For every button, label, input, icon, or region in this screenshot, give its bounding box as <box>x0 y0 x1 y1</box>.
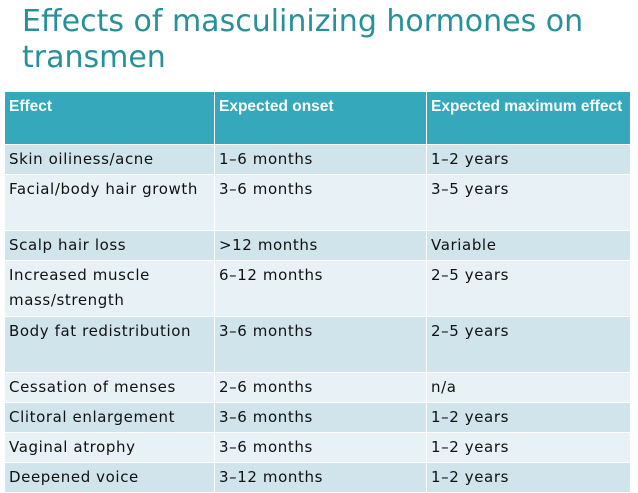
maximum-effect-cell: 1–2 years <box>426 402 631 433</box>
table-row: Facial/body hair growth 3–6 months 3–5 y… <box>4 174 631 231</box>
onset-cell: 3–6 months <box>214 174 427 231</box>
table-row: Cessation of menses 2–6 months n/a <box>4 372 631 403</box>
table-row: Clitoral enlargement 3–6 months 1–2 year… <box>4 402 631 433</box>
column-header-effect: Effect <box>4 91 215 145</box>
maximum-effect-cell: Variable <box>426 230 631 261</box>
effect-cell: Facial/body hair growth <box>4 174 215 231</box>
maximum-effect-cell: 1–2 years <box>426 144 631 175</box>
table-header-row: Effect Expected onset Expected maximum e… <box>4 91 631 145</box>
effect-cell: Cessation of menses <box>4 372 215 403</box>
table-row: Scalp hair loss >12 months Variable <box>4 230 631 261</box>
table-row: Body fat redistribution 3–6 months 2–5 y… <box>4 316 631 373</box>
table-row: Deepened voice 3–12 months 1–2 years <box>4 462 631 493</box>
maximum-effect-cell: 2–5 years <box>426 260 631 317</box>
maximum-effect-cell: 3–5 years <box>426 174 631 231</box>
table-row: Vaginal atrophy 3–6 months 1–2 years <box>4 432 631 463</box>
table-row: Skin oiliness/acne 1–6 months 1–2 years <box>4 144 631 175</box>
effect-cell: Vaginal atrophy <box>4 432 215 463</box>
maximum-effect-cell: 1–2 years <box>426 462 631 493</box>
effect-cell: Scalp hair loss <box>4 230 215 261</box>
effect-cell: Body fat redistribution <box>4 316 215 373</box>
onset-cell: 1–6 months <box>214 144 427 175</box>
column-header-expected-maximum-effect: Expected maximum effect <box>426 91 631 145</box>
onset-cell: 3–6 months <box>214 432 427 463</box>
table-row: Increased muscle mass/strength 6–12 mont… <box>4 260 631 317</box>
maximum-effect-cell: 2–5 years <box>426 316 631 373</box>
effect-cell: Clitoral enlargement <box>4 402 215 433</box>
slide-title: Effects of masculinizing hormones on tra… <box>22 4 584 75</box>
onset-cell: 2–6 months <box>214 372 427 403</box>
maximum-effect-cell: n/a <box>426 372 631 403</box>
onset-cell: 6–12 months <box>214 260 427 317</box>
onset-cell: 3–12 months <box>214 462 427 493</box>
onset-cell: 3–6 months <box>214 402 427 433</box>
onset-cell: >12 months <box>214 230 427 261</box>
effect-cell: Deepened voice <box>4 462 215 493</box>
maximum-effect-cell: 1–2 years <box>426 432 631 463</box>
hormone-effects-table: Effect Expected onset Expected maximum e… <box>4 91 631 493</box>
effect-cell: Skin oiliness/acne <box>4 144 215 175</box>
onset-cell: 3–6 months <box>214 316 427 373</box>
column-header-expected-onset: Expected onset <box>214 91 427 145</box>
effect-cell: Increased muscle mass/strength <box>4 260 215 317</box>
